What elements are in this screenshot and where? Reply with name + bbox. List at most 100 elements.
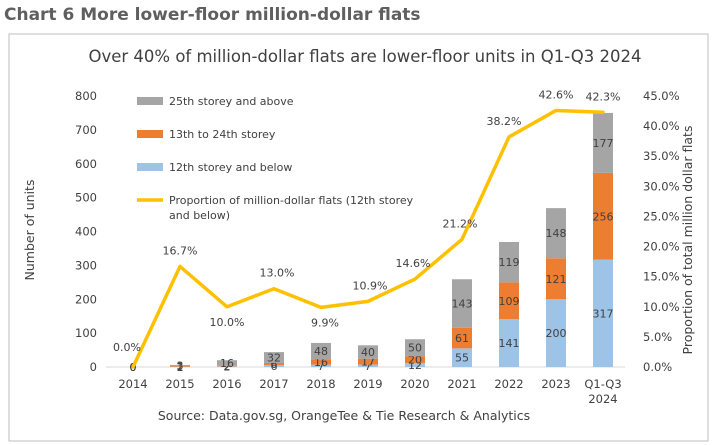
bar-segment-13th-to-24th	[217, 365, 237, 367]
proportion-data-label: 0.0%	[113, 341, 141, 354]
y2-axis-label: Proportion of total million dollar flats	[680, 126, 695, 355]
proportion-data-label: 16.7%	[163, 244, 198, 257]
x-tick-label: 2021	[447, 377, 476, 391]
bar-data-label: 148	[546, 227, 567, 240]
proportion-data-label: 38.2%	[487, 115, 522, 128]
bar-data-label: 48	[314, 345, 328, 358]
y2-tick-label: 40.0%	[643, 119, 680, 133]
bar-data-label: 55	[455, 352, 469, 365]
x-tick-label: 2023	[541, 377, 570, 391]
x-tick-label: 2016	[212, 377, 241, 391]
proportion-data-label: 14.6%	[396, 257, 431, 270]
x-tick-label: 2018	[306, 377, 335, 391]
bar-data-label: 3	[177, 359, 184, 372]
bar-segment-12th-and-below	[217, 366, 237, 367]
bar-segment-13th-to-24th	[264, 362, 284, 365]
proportion-data-label: 10.9%	[353, 279, 388, 292]
proportion-point	[554, 108, 558, 112]
chart-title: Over 40% of million-dollar flats are low…	[88, 47, 641, 66]
y-tick-label: 600	[75, 157, 97, 171]
bar-data-label: 121	[546, 273, 567, 286]
bar-data-label: 6	[271, 360, 278, 373]
proportion-point	[319, 305, 323, 309]
proportion-data-label: 42.6%	[539, 88, 574, 101]
proportion-point	[507, 135, 511, 139]
bar-data-label: 2	[224, 361, 231, 374]
bar-data-label: 1	[177, 361, 184, 374]
bar-segment-13th-to-24th	[499, 282, 519, 320]
chart-heading: Chart 6 More lower-floor million-dollar …	[4, 5, 421, 25]
bar-data-label: 17	[361, 356, 375, 369]
y-tick-label: 500	[75, 191, 97, 205]
y-tick-label: 100	[75, 326, 97, 340]
proportion-point	[131, 365, 135, 369]
bar-data-label: 256	[593, 210, 614, 223]
bar-data-label: 16	[220, 357, 234, 370]
bar-data-label: 40	[361, 346, 375, 359]
bar-segment-13th-to-24th	[546, 258, 566, 300]
bar-segment-13th-to-24th	[593, 172, 613, 260]
plot-area: 01002003004005006007008000.0%5.0%10.0%15…	[75, 88, 680, 406]
legend-label: Proportion of million-dollar flats (12th…	[169, 194, 414, 207]
y-tick-label: 200	[75, 292, 97, 306]
x-tick-label: 2022	[494, 377, 523, 391]
bar-data-label: 6	[271, 358, 278, 371]
legend-swatch-13th-to-24th	[137, 130, 163, 138]
bar-data-label: 143	[452, 297, 473, 310]
bar-segment-13th-to-24th	[311, 359, 331, 365]
bar-segment-12th-and-below	[264, 364, 284, 367]
bar-data-label: 7	[365, 360, 372, 373]
bar-segment-12th-and-below	[593, 259, 613, 367]
x-tick-label: 2019	[353, 377, 382, 391]
y2-tick-label: 0.0%	[643, 360, 672, 374]
bar-data-label: 177	[593, 137, 614, 150]
legend-label: and below)	[169, 209, 230, 222]
proportion-point	[413, 277, 417, 281]
proportion-point	[460, 237, 464, 241]
bar-segment-25th-and-above	[452, 279, 472, 328]
proportion-data-label: 21.2%	[443, 217, 478, 230]
proportion-data-label: 42.3%	[586, 90, 621, 103]
y2-tick-label: 10.0%	[643, 300, 680, 314]
bar-segment-13th-to-24th	[358, 358, 378, 365]
legend-label: 13th to 24th storey	[169, 128, 276, 141]
legend-label: 25th storey and above	[169, 95, 294, 108]
y-tick-label: 300	[75, 258, 97, 272]
x-tick-label: 2020	[400, 377, 429, 391]
bar-data-label: 7	[318, 360, 325, 373]
bar-segment-25th-and-above	[311, 342, 331, 360]
bar-data-label: 317	[593, 307, 614, 320]
proportion-point	[366, 299, 370, 303]
proportion-data-label: 13.0%	[260, 267, 295, 280]
bar-segment-25th-and-above	[593, 112, 613, 173]
y2-tick-label: 35.0%	[643, 149, 680, 163]
x-tick-label: 2014	[118, 377, 147, 391]
y2-tick-label: 15.0%	[643, 270, 680, 284]
y2-tick-label: 20.0%	[643, 240, 680, 254]
y2-tick-label: 25.0%	[643, 209, 680, 223]
bar-data-label: 50	[408, 342, 422, 355]
legend-label: 12th storey and below	[169, 161, 292, 174]
proportion-point	[225, 305, 229, 309]
y2-tick-label: 5.0%	[643, 330, 672, 344]
proportion-data-label: 10.0%	[210, 316, 245, 329]
x-tick-label: 2024	[588, 392, 617, 406]
bar-data-label: 109	[499, 295, 520, 308]
bar-data-label: 32	[267, 352, 281, 365]
bar-segment-12th-and-below	[311, 364, 331, 367]
source-note: Source: Data.gov.sg, OrangeTee & Tie Res…	[158, 408, 530, 423]
bar-data-label: 119	[499, 256, 520, 269]
bar-data-label: 2	[177, 360, 184, 373]
bar-segment-25th-and-above	[405, 339, 425, 357]
bar-segment-25th-and-above	[499, 242, 519, 283]
bar-data-label: 61	[455, 332, 469, 345]
bar-data-label: 2	[224, 360, 231, 373]
bar-segment-12th-and-below	[452, 348, 472, 367]
bar-segment-13th-to-24th	[452, 327, 472, 349]
bar-segment-25th-and-above	[170, 364, 190, 366]
y-tick-label: 0	[90, 360, 97, 374]
y2-tick-label: 30.0%	[643, 179, 680, 193]
x-tick-label: 2017	[259, 377, 288, 391]
bar-segment-12th-and-below	[499, 319, 519, 367]
